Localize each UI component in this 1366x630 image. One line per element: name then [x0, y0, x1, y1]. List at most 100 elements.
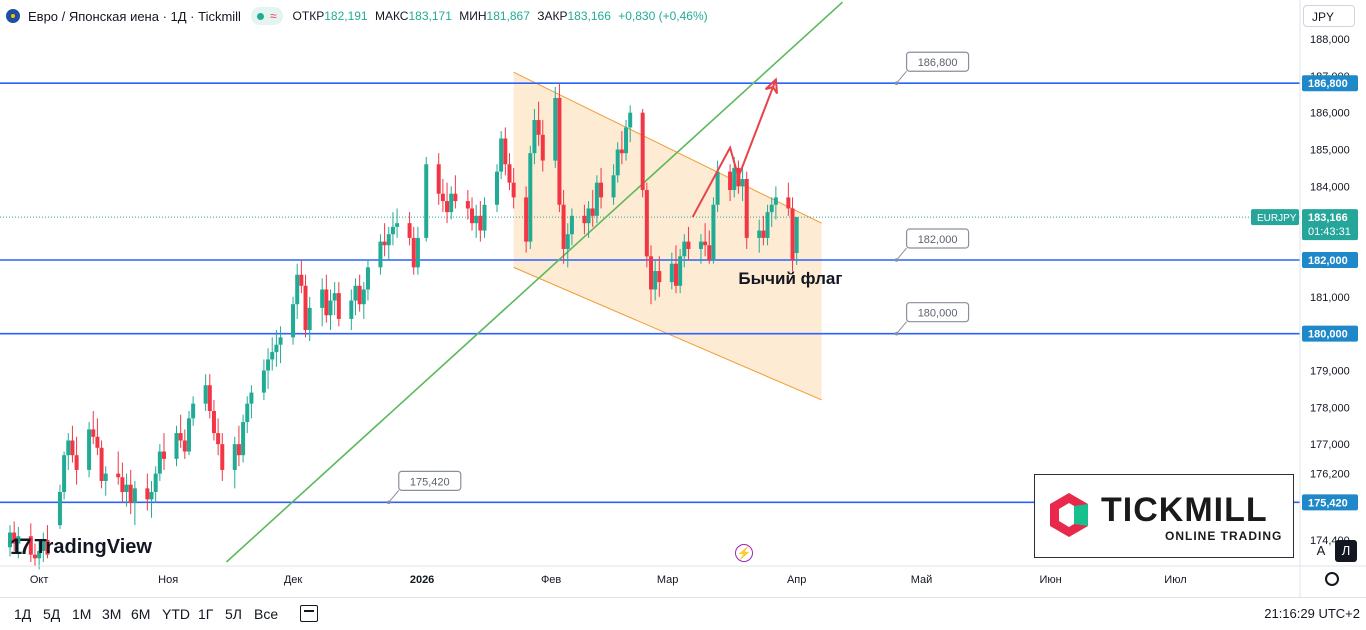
candle-body-11	[70, 440, 75, 456]
candle-body-79	[474, 215, 479, 224]
projection-path[interactable]	[691, 79, 777, 218]
change-value: +0,830 (+0,46%)	[618, 9, 708, 23]
candle-body-23	[145, 488, 150, 500]
tickmill-subtitle: ONLINE TRADING	[1165, 529, 1283, 543]
candle-body-113	[673, 263, 678, 286]
uptrend-line[interactable]	[225, 1, 844, 563]
candle-body-86	[511, 182, 516, 198]
chart-settings-icon[interactable]	[1325, 572, 1339, 586]
callout-box-3	[398, 470, 462, 491]
candle-body-118	[703, 241, 708, 246]
log-scale-button[interactable]: Л	[1335, 540, 1357, 562]
candle-body-12	[74, 455, 79, 470]
tf-button-ytd[interactable]: YTD	[162, 606, 190, 622]
candle-body-122	[728, 171, 733, 191]
level-badge-2	[1302, 325, 1358, 342]
tf-button-3m[interactable]: 3М	[102, 606, 122, 622]
candle-body-0	[8, 532, 12, 548]
candle-body-68	[407, 223, 412, 238]
tf-button-1d[interactable]: 1Д	[14, 606, 32, 622]
candle-body-43	[261, 370, 266, 393]
candle-body-48	[291, 304, 296, 338]
tf-button-1y[interactable]: 1Г	[198, 606, 214, 622]
tf-button-5y[interactable]: 5Л	[225, 606, 242, 622]
candle-body-32	[191, 403, 196, 419]
tradingview-wordmark: TradingView	[34, 535, 152, 558]
y-tick-10: 177,000	[1310, 439, 1350, 451]
callout-label-3: 175,420	[410, 476, 450, 488]
flash-events-icon[interactable]: ⚡	[735, 544, 753, 562]
candle-body-27	[162, 451, 167, 459]
candle-body-92	[553, 97, 558, 161]
candle-body-132	[786, 197, 791, 209]
candle-body-126	[744, 178, 749, 238]
candle-body-91	[540, 134, 545, 161]
candle-body-112	[669, 263, 674, 283]
candle-body-81	[482, 204, 487, 231]
level-badge-text-3: 175,420	[1308, 497, 1348, 509]
symbol-title[interactable]: Евро / Японская иена · 1Д · Tickmill	[28, 8, 241, 24]
candle-body-110	[653, 271, 658, 290]
tradingview-mark-icon: 17	[10, 534, 32, 559]
callout-pointer-3	[388, 490, 400, 503]
open-key: ОТКР	[292, 9, 325, 23]
candle-body-85	[507, 164, 512, 183]
candle-body-40	[241, 422, 246, 456]
candle-body-26	[157, 451, 162, 474]
x-tick-9: Июл	[1164, 574, 1186, 586]
y-tick-8: 179,000	[1310, 365, 1350, 377]
calendar-icon[interactable]	[300, 605, 318, 622]
candle-body-114	[678, 256, 683, 286]
candle-body-133	[790, 208, 795, 261]
candle-body-55	[328, 300, 333, 316]
close-value: 183,166	[567, 9, 611, 23]
x-tick-8: Июн	[1039, 574, 1061, 586]
symbol-badge-text: EURJPY	[1257, 213, 1297, 224]
price-axis-ticks: 188,000187,000186,000185,000184,000183,0…	[1310, 34, 1350, 547]
tf-button-6m[interactable]: 6М	[131, 606, 151, 622]
candle-body-6	[41, 539, 46, 551]
bull-flag-channel-upper[interactable]	[513, 71, 822, 224]
candle-body-111	[657, 271, 662, 283]
callout-pointer-2	[896, 321, 907, 334]
candle-body-108	[644, 190, 649, 257]
tf-button-1m[interactable]: 1М	[72, 606, 92, 622]
candle-body-67	[395, 223, 400, 227]
tradingview-logo[interactable]: 17 TradingView	[10, 534, 152, 560]
candle-body-59	[353, 285, 358, 301]
candle-body-90	[536, 120, 541, 135]
candle-body-83	[499, 138, 504, 172]
x-tick-7: Май	[911, 574, 933, 586]
candle-body-17	[103, 473, 108, 481]
candle-body-70	[415, 237, 420, 268]
y-tick-2: 186,000	[1310, 108, 1350, 120]
auto-scale-button[interactable]: A	[1316, 543, 1326, 558]
candle-body-29	[178, 433, 183, 441]
candle-body-30	[182, 440, 187, 452]
current-price-badge	[1302, 209, 1358, 241]
candle-body-65	[386, 234, 391, 246]
price-chart[interactable]: Бычий флаг 186,800182,000180,000175,420 …	[0, 0, 1366, 598]
candle-body-47	[278, 337, 283, 345]
candle-body-119	[707, 245, 712, 261]
candle-body-82	[494, 171, 499, 205]
candle-body-125	[740, 178, 745, 187]
candle-body-105	[624, 127, 629, 154]
candle-body-94	[561, 204, 566, 249]
bottom-toolbar: 1Д 5Д 1М 3М 6М YTD 1Г 5Л Все 21:16:29 UT…	[0, 597, 1366, 630]
open-value: 182,191	[324, 9, 368, 23]
candle-body-5	[37, 550, 42, 559]
candle-body-45	[270, 352, 275, 360]
tf-button-all[interactable]: Все	[254, 606, 279, 622]
clock[interactable]: 21:16:29 UTC+2	[1264, 606, 1360, 621]
tf-button-5d[interactable]: 5Д	[43, 606, 61, 622]
market-status-badge[interactable]: ≈	[250, 7, 283, 25]
chart-header: Евро / Японская иена · 1Д · Tickmill ≈ О…	[6, 6, 708, 26]
candle-body-129	[765, 212, 770, 238]
callout-label-2: 180,000	[918, 308, 958, 320]
candle-body-104	[619, 149, 624, 154]
candle-body-22	[132, 488, 137, 504]
currency-selector[interactable]: JPY	[1303, 5, 1355, 27]
candle-body-56	[332, 293, 337, 301]
candle-body-107	[640, 112, 645, 191]
